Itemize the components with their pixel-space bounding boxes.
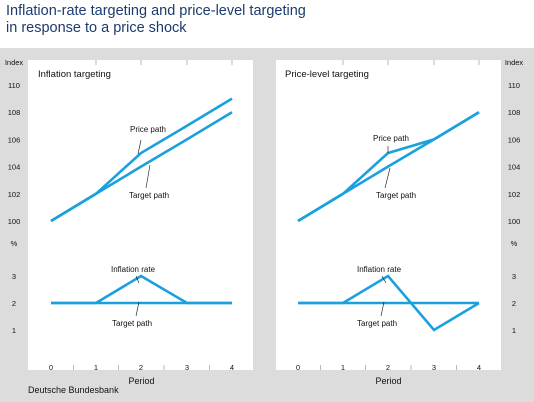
y-tick-top-right-108: 108 — [508, 108, 521, 117]
panel-2-inflation-target-label: Target path — [357, 319, 397, 328]
panel-1-x-tick-4: 4 — [230, 363, 234, 372]
y-tick-top-right-100: 100 — [508, 217, 521, 226]
panel-1-x-tick-0: 0 — [49, 363, 53, 372]
y-tick-top-right-106: 106 — [508, 135, 521, 144]
y-tick-bottom-right-1: 1 — [512, 326, 516, 335]
panel-2-target-path-label: Target path — [376, 191, 416, 200]
y-tick-top-right-104: 104 — [508, 163, 521, 172]
panel-1-price-path-line — [50, 97, 233, 223]
panel-2-inflation-rate-leader — [381, 275, 387, 284]
panel-1-x-axis-label: Period — [128, 376, 154, 386]
panel-2-x-tick-3: 3 — [432, 363, 436, 372]
panel-2-x-tick-1: 1 — [341, 363, 345, 372]
y-tick-bottom-left-1: 1 — [12, 326, 16, 335]
panel-2-inflation-rate-label: Inflation rate — [357, 265, 402, 274]
panel-1-x-tick-1: 1 — [94, 363, 98, 372]
panel-2-x-tick-0: 0 — [296, 363, 300, 372]
y-tick-top-left-106: 106 — [8, 135, 21, 144]
panel-2-price-path-label: Price path — [373, 134, 409, 143]
panel-2-target-path-leader — [384, 167, 391, 189]
panel-1-x-tick-2: 2 — [139, 363, 143, 372]
y-unit-index-right: Index — [505, 58, 524, 67]
panel-1-target-path-label: Target path — [129, 191, 169, 200]
panel-2-x-axis-label: Period — [375, 376, 401, 386]
panel-1-inflation-rate-line — [51, 274, 232, 305]
panel-1-price-path-label: Price path — [130, 125, 166, 134]
y-unit-percent-right: % — [511, 239, 518, 248]
y-tick-top-right-102: 102 — [508, 190, 521, 199]
y-unit-percent-left: % — [11, 239, 18, 248]
panel-1-inflation-rate-label: Inflation rate — [111, 265, 156, 274]
chart-title-line-2: in response to a price shock — [6, 20, 187, 36]
y-tick-top-left-108: 108 — [8, 108, 21, 117]
panel-2-background — [276, 60, 501, 370]
y-unit-index-left: Index — [5, 58, 24, 67]
y-tick-bottom-left-3: 3 — [12, 272, 16, 281]
panel-2-inflation-rate-line — [298, 274, 480, 332]
panel-2-title: Price-level targeting — [285, 69, 369, 80]
panel-2-inflation-target-leader — [380, 301, 385, 317]
panel-1-inflation-rate-leader — [135, 275, 140, 284]
panel-1-background — [28, 60, 253, 370]
panel-1-target-path-leader — [145, 164, 151, 189]
chart-title: Inflation-rate targeting and price-level… — [6, 3, 306, 37]
chart-title-line-1: Inflation-rate targeting and price-level… — [6, 3, 306, 19]
panel-2-x-tick-4: 4 — [477, 363, 481, 372]
panel-1-title: Inflation targeting — [38, 69, 111, 80]
y-tick-top-left-104: 104 — [8, 163, 21, 172]
y-tick-bottom-left-2: 2 — [12, 299, 16, 308]
y-tick-top-left-102: 102 — [8, 190, 21, 199]
panel-2-x-tick-2: 2 — [386, 363, 390, 372]
panel-1-inflation-target-leader — [135, 301, 140, 317]
y-tick-top-left-100: 100 — [8, 217, 21, 226]
y-tick-top-left-110: 110 — [8, 81, 20, 90]
panel-1-price-path-leader — [137, 139, 142, 155]
y-tick-bottom-right-3: 3 — [512, 272, 516, 281]
panel-1-x-tick-3: 3 — [185, 363, 189, 372]
y-tick-top-right-110: 110 — [508, 81, 520, 90]
panel-1-inflation-target-label: Target path — [112, 319, 152, 328]
source-note: Deutsche Bundesbank — [28, 385, 119, 395]
y-tick-bottom-right-2: 2 — [512, 299, 516, 308]
